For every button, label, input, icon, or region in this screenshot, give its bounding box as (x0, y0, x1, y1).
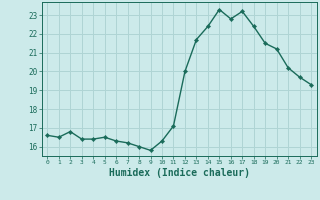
X-axis label: Humidex (Indice chaleur): Humidex (Indice chaleur) (109, 168, 250, 178)
